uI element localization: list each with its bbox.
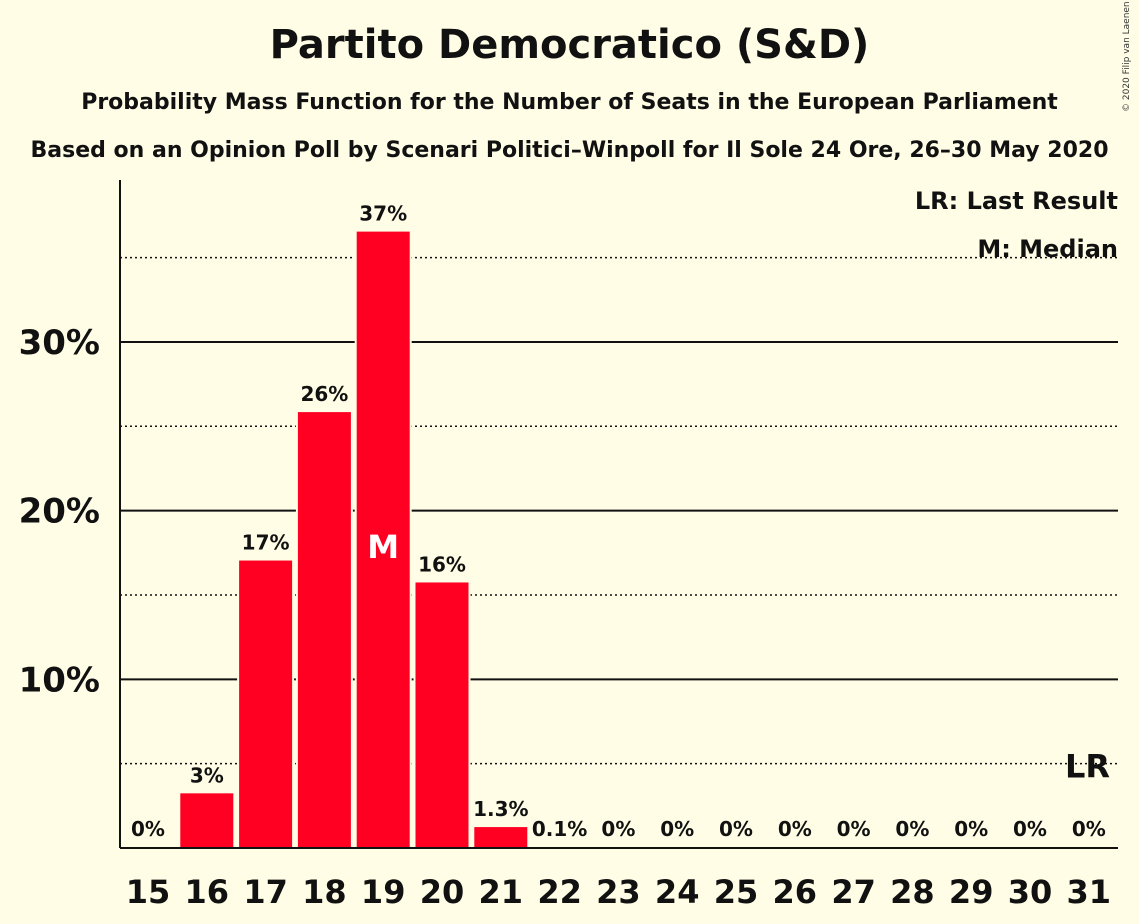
x-tick-label: 22 [537,873,582,911]
chart-source-subtitle: Based on an Opinion Poll by Scenari Poli… [30,138,1109,163]
bar [295,410,353,849]
x-tick-label: 25 [714,873,759,911]
y-tick-label: 20% [19,492,100,532]
x-tick-label: 21 [479,873,524,911]
legend-last-result: LR: Last Result [915,187,1118,215]
bar [413,580,471,849]
data-label: 26% [300,382,348,406]
bar [354,229,412,849]
data-label: 1.3% [473,797,528,821]
x-tick-label: 23 [596,873,641,911]
bar [237,558,295,850]
data-label: 0% [660,817,694,841]
data-label: 0% [131,817,165,841]
legend-median: M: Median [977,235,1118,263]
bar [472,825,530,849]
x-tick-label: 15 [126,873,171,911]
data-label: 16% [418,552,466,576]
x-tick-label: 29 [949,873,994,911]
data-label: 0% [837,817,871,841]
y-tick-label: 30% [19,323,100,363]
data-label: 37% [359,202,407,226]
x-tick-label: 16 [185,873,230,911]
bar [178,791,236,849]
median-marker: M [367,528,399,566]
last-result-marker: LR [1065,748,1110,786]
x-tick-label: 20 [420,873,465,911]
x-tick-label: 24 [655,873,700,911]
data-label: 0% [1013,817,1047,841]
x-tick-label: 27 [831,873,876,911]
data-label: 0% [954,817,988,841]
x-tick-label: 31 [1067,873,1112,911]
y-tick-label: 10% [19,660,100,700]
chart-title: Partito Democratico (S&D) [269,22,870,68]
chart-subtitle: Probability Mass Function for the Number… [81,90,1058,115]
data-label: 0% [778,817,812,841]
data-label: 0% [895,817,929,841]
x-tick-label: 30 [1008,873,1053,911]
x-tick-label: 18 [302,873,347,911]
data-label: 17% [242,531,290,555]
x-tick-label: 26 [773,873,818,911]
data-label: 0.1% [532,817,587,841]
x-tick-label: 28 [890,873,935,911]
data-label: 0% [601,817,635,841]
data-label: 0% [719,817,753,841]
data-label: 3% [190,763,224,787]
x-tick-label: 19 [361,873,406,911]
data-label: 0% [1072,817,1106,841]
x-tick-label: 17 [243,873,288,911]
